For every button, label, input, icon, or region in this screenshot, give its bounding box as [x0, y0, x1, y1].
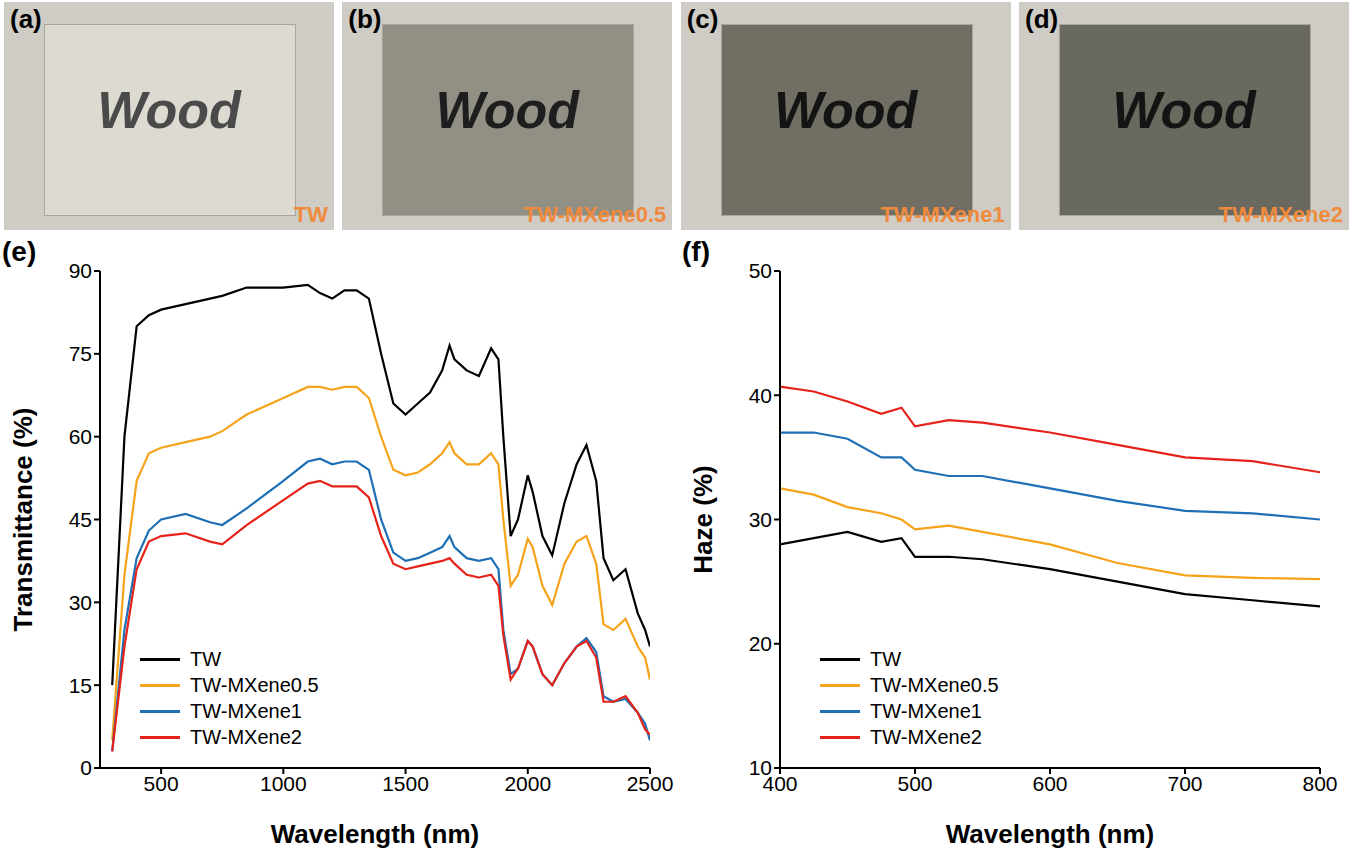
html-text:TW-MXene0.5: TW-MXene0.5	[190, 673, 319, 696]
html-text:TW-MXene1: TW-MXene1	[880, 202, 1005, 227]
svg-text:30: 30	[749, 508, 772, 531]
svg-text:1000: 1000	[260, 772, 307, 795]
html-text:TW: TW	[190, 647, 222, 670]
svg-text:45: 45	[69, 508, 92, 531]
html-text:TW-MXene2: TW-MXene2	[190, 725, 302, 748]
svg-text:700: 700	[1167, 772, 1202, 795]
svg-text:Haze (%): Haze (%)	[688, 465, 718, 573]
svg-text:500: 500	[897, 772, 932, 795]
svg-text:Transmittance (%): Transmittance (%)	[8, 408, 38, 632]
svg-text:600: 600	[1032, 772, 1067, 795]
svg-text:90: 90	[69, 259, 92, 282]
html-text:TW-MXene2: TW-MXene2	[1218, 202, 1343, 227]
html-text:TW: TW	[870, 647, 902, 670]
html-text:(c): (c)	[686, 4, 719, 34]
html-text:(b): (b)	[348, 4, 382, 34]
svg-text:15: 15	[69, 674, 92, 697]
html-text:(e): (e)	[2, 236, 37, 267]
svg-text:2500: 2500	[627, 772, 674, 795]
html-text:TW-MXene1: TW-MXene1	[870, 699, 982, 722]
html-text:TW-MXene0.5: TW-MXene0.5	[870, 673, 999, 696]
svg-text:800: 800	[1302, 772, 1337, 795]
html-text:(d): (d)	[1025, 4, 1059, 34]
svg-text:Wavelength (nm): Wavelength (nm)	[946, 819, 1154, 848]
svg-text:500: 500	[144, 772, 179, 795]
svg-text:1500: 1500	[382, 772, 429, 795]
html-text:Wood: Wood	[773, 81, 918, 139]
svg-text:2000: 2000	[504, 772, 551, 795]
html-text:TW: TW	[293, 202, 328, 227]
svg-text:75: 75	[69, 342, 92, 365]
html-text:Wood: Wood	[97, 81, 241, 139]
html-text:Wood: Wood	[435, 81, 579, 139]
svg-text:20: 20	[749, 632, 772, 655]
svg-text:40: 40	[749, 384, 772, 407]
svg-text:Wavelength (nm): Wavelength (nm)	[271, 819, 479, 848]
html-text:TW-MXene0.5: TW-MXene0.5	[523, 202, 667, 227]
html-text:(f): (f)	[682, 236, 710, 267]
html-text:(a): (a)	[10, 4, 42, 34]
html-text:Wood: Wood	[1112, 81, 1256, 139]
html-text:TW-MXene1: TW-MXene1	[190, 699, 302, 722]
svg-text:400: 400	[762, 771, 798, 795]
svg-text:30: 30	[69, 591, 92, 614]
svg-text:50: 50	[749, 259, 772, 282]
html-text:TW-MXene2: TW-MXene2	[870, 725, 982, 748]
svg-text:60: 60	[69, 425, 92, 448]
svg-text:0: 0	[80, 756, 92, 779]
svg-text:10: 10	[749, 756, 772, 779]
